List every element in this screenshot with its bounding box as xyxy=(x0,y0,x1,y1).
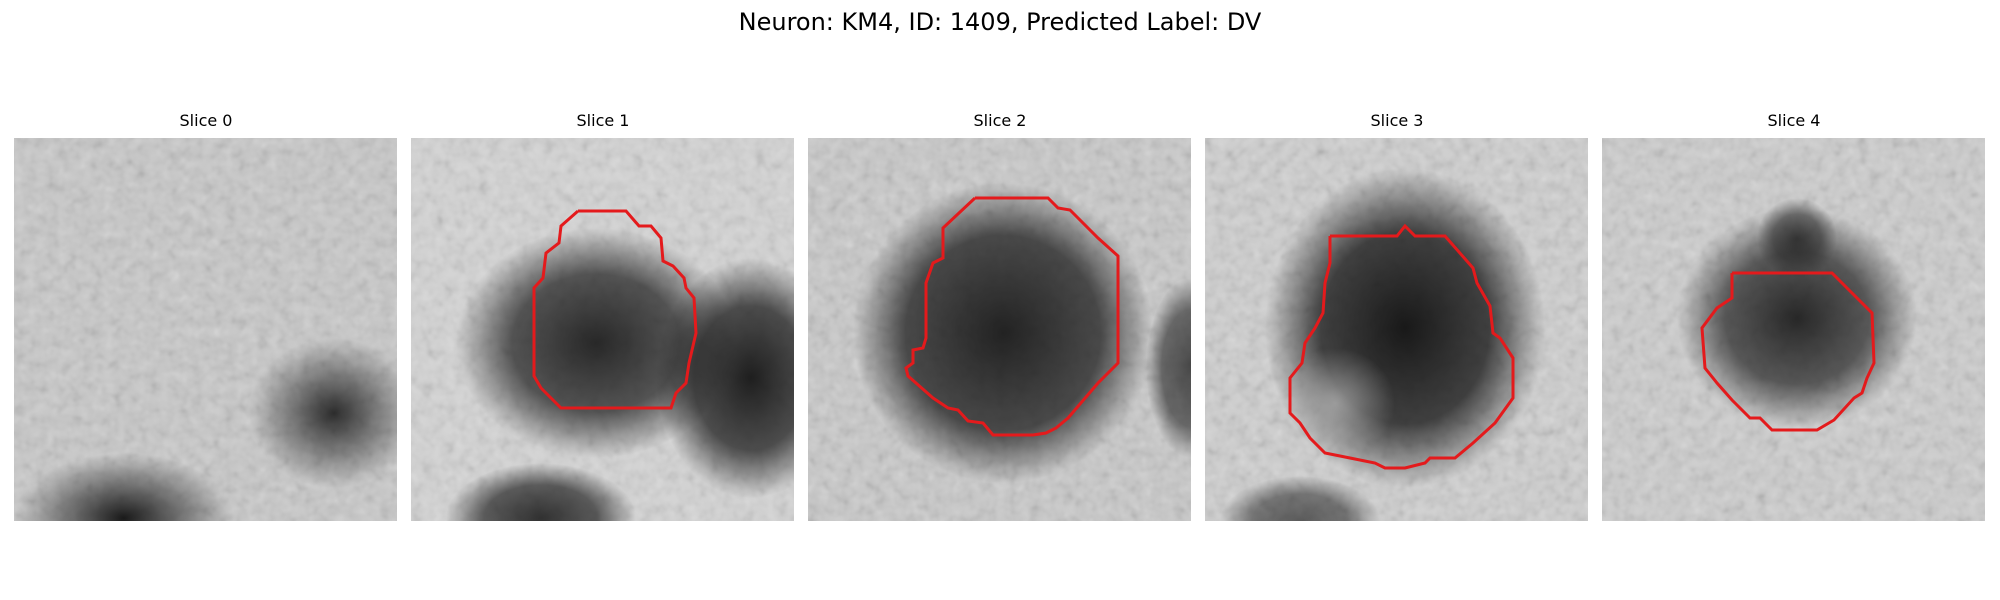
slice-title: Slice 1 xyxy=(576,111,630,130)
slice-title: Slice 2 xyxy=(973,111,1027,130)
segmentation-contour xyxy=(532,209,698,410)
slice-image-1 xyxy=(411,138,794,521)
slice-image-3 xyxy=(1205,138,1588,521)
slice-panel-0: Slice 0 xyxy=(14,110,398,521)
slice-panel-3: Slice 3 xyxy=(1205,110,1589,521)
slice-image-0 xyxy=(14,138,397,521)
slice-panel-4: Slice 4 xyxy=(1602,110,1986,521)
segmentation-contour xyxy=(1700,271,1876,432)
slice-title: Slice 3 xyxy=(1370,111,1424,130)
slice-image-2 xyxy=(808,138,1191,521)
slice-image-4 xyxy=(1602,138,1985,521)
figure-title: Neuron: KM4, ID: 1409, Predicted Label: … xyxy=(738,8,1262,36)
segmentation-contour xyxy=(1288,223,1515,470)
slice-title: Slice 4 xyxy=(1767,111,1821,130)
slice-title: Slice 0 xyxy=(179,111,233,130)
slice-panel-1: Slice 1 xyxy=(411,110,795,521)
segmentation-contour xyxy=(904,196,1120,437)
slice-panel-2: Slice 2 xyxy=(808,110,1192,521)
